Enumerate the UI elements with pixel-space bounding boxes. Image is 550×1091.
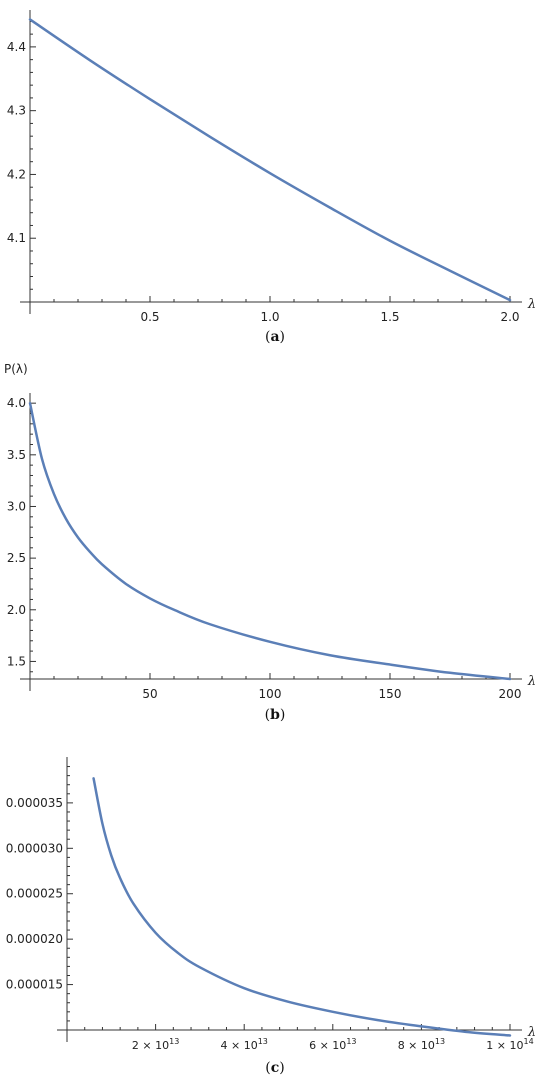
panel-caption: (a) [265, 329, 285, 345]
series-line-0 [28, 401, 512, 681]
y-tick-label: 4.4 [7, 40, 26, 54]
x-tick-label: 1.0 [260, 310, 279, 324]
y-tick-label: 4.3 [7, 104, 26, 118]
x-tick-label: 2.0 [500, 310, 519, 324]
series-line-0 [28, 18, 512, 302]
chart-b: 50 100 150 200 1.5 2.0 2.5 3.0 3.5 4.0 λ P(λ) (b) [4, 362, 536, 723]
y-tick-label: 2.0 [7, 603, 26, 617]
panel-caption: (c) [265, 1060, 284, 1076]
x-tick-label: 8 × 1013 [398, 1037, 445, 1052]
x-tick-label: 200 [499, 687, 522, 701]
y-tick-label: 4.1 [7, 231, 26, 245]
x-tick-label: 1.5 [380, 310, 399, 324]
y-tick-label: 2.5 [7, 551, 26, 565]
x-tick-label: 150 [379, 687, 402, 701]
x-axis-label: λ [527, 674, 536, 689]
y-tick-label: 3.0 [7, 499, 26, 513]
y-tick-label: 0.000025 [6, 887, 63, 901]
y-tick-label: 0.000035 [6, 796, 63, 810]
y-tick-label: 4.2 [7, 167, 26, 181]
x-tick-label: 2 × 1013 [132, 1037, 179, 1052]
y-tick-label: 1.5 [7, 654, 26, 668]
x-tick-label: 6 × 1013 [309, 1037, 356, 1052]
x-tick-label: 0.5 [140, 310, 159, 324]
x-tick-label: 1 × 1014 [486, 1037, 533, 1052]
y-tick-label: 0.000020 [6, 932, 63, 946]
x-axis-label: λ [527, 297, 536, 312]
chart-a: 0.5 1.0 1.5 2.0 4.1 4.2 4.3 4.4 λ (a) [7, 10, 536, 345]
x-tick-label: 100 [259, 687, 282, 701]
x-tick-label: 50 [142, 687, 157, 701]
series-line-0 [92, 777, 512, 1037]
chart-c: 2 × 1013 4 × 1013 6 × 1013 8 × 1013 1 × 1014… [6, 757, 536, 1076]
y-tick-label: 0.000030 [6, 841, 63, 855]
y-tick-label: 4.0 [7, 396, 26, 410]
panel-caption: (b) [265, 707, 286, 723]
y-tick-label: 0.000015 [6, 978, 63, 992]
y-tick-label: 3.5 [7, 448, 26, 462]
y-axis-label: P(λ) [4, 362, 28, 376]
x-axis-label: λ [527, 1025, 536, 1040]
x-tick-label: 4 × 1013 [220, 1037, 267, 1052]
